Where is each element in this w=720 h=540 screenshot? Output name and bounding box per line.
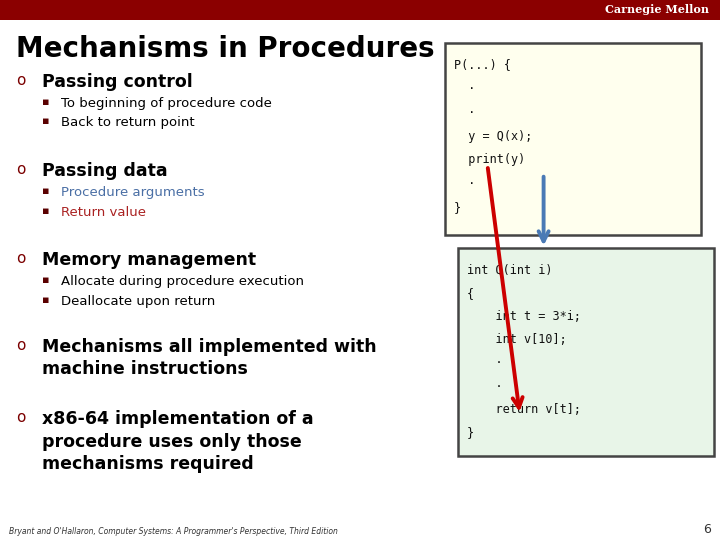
Text: Bryant and O'Hallaron, Computer Systems: A Programmer's Perspective, Third Editi: Bryant and O'Hallaron, Computer Systems:… [9,526,338,536]
Text: o: o [16,338,25,353]
Text: ·: · [454,177,475,190]
Text: int v[10];: int v[10]; [467,333,567,346]
Text: Passing control: Passing control [42,73,192,91]
Text: Mechanisms all implemented with
machine instructions: Mechanisms all implemented with machine … [42,338,377,377]
Text: Deallocate upon return: Deallocate upon return [61,295,215,308]
Text: ·: · [454,106,475,119]
Text: }: } [467,426,474,439]
Text: ▪: ▪ [42,97,49,107]
Text: To beginning of procedure code: To beginning of procedure code [61,97,272,110]
Bar [445,43,701,235]
Bar [0,0,720,20]
Text: ·: · [467,380,502,393]
Text: ▪: ▪ [42,206,49,217]
Text: ▪: ▪ [42,295,49,306]
Text: 6: 6 [703,523,711,536]
Text: Mechanisms in Procedures: Mechanisms in Procedures [16,35,434,63]
Text: return v[t];: return v[t]; [467,403,580,416]
Text: Carnegie Mellon: Carnegie Mellon [606,4,709,16]
Text: ▪: ▪ [42,116,49,126]
Text: o: o [16,73,25,88]
Text: Passing data: Passing data [42,162,167,180]
Text: o: o [16,162,25,177]
Text: Return value: Return value [61,206,146,219]
Text: ·: · [454,82,475,95]
Text: int t = 3*i;: int t = 3*i; [467,310,580,323]
Text: Allocate during procedure execution: Allocate during procedure execution [61,275,304,288]
Text: {: { [467,287,474,300]
Text: ▪: ▪ [42,186,49,197]
Text: y = Q(x);: y = Q(x); [454,130,532,143]
Text: Memory management: Memory management [42,251,256,269]
Text: Back to return point: Back to return point [61,116,195,129]
Bar [458,248,714,456]
Text: x86-64 implementation of a
procedure uses only those
mechanisms required: x86-64 implementation of a procedure use… [42,410,313,473]
Text: P(...) {: P(...) { [454,58,510,71]
Text: o: o [16,410,25,426]
Text: Procedure arguments: Procedure arguments [61,186,204,199]
Text: ▪: ▪ [42,275,49,286]
Text: ·: · [467,356,502,369]
Text: }: } [454,201,461,214]
Text: o: o [16,251,25,266]
Text: int Q(int i): int Q(int i) [467,264,552,276]
Text: print(y): print(y) [454,153,525,166]
